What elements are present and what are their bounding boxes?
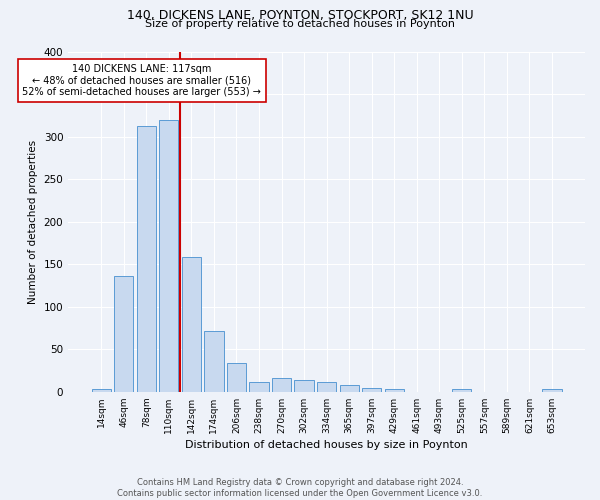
Bar [205,332,224,392]
Bar [250,382,269,392]
Bar [340,385,359,392]
Text: Size of property relative to detached houses in Poynton: Size of property relative to detached ho… [145,19,455,29]
Bar [317,382,336,392]
Text: Contains HM Land Registry data © Crown copyright and database right 2024.
Contai: Contains HM Land Registry data © Crown c… [118,478,482,498]
Bar [159,120,178,392]
Bar [137,126,156,392]
Text: 140 DICKENS LANE: 117sqm
← 48% of detached houses are smaller (516)
52% of semi-: 140 DICKENS LANE: 117sqm ← 48% of detach… [22,64,261,98]
Bar [295,380,314,392]
Y-axis label: Number of detached properties: Number of detached properties [28,140,38,304]
Bar [92,390,111,392]
Bar [452,390,472,392]
Bar [542,390,562,392]
Bar [272,378,291,392]
Bar [182,258,201,392]
Bar [362,388,381,392]
Bar [385,390,404,392]
X-axis label: Distribution of detached houses by size in Poynton: Distribution of detached houses by size … [185,440,468,450]
Text: 140, DICKENS LANE, POYNTON, STOCKPORT, SK12 1NU: 140, DICKENS LANE, POYNTON, STOCKPORT, S… [127,9,473,22]
Bar [114,276,133,392]
Bar [227,363,246,392]
